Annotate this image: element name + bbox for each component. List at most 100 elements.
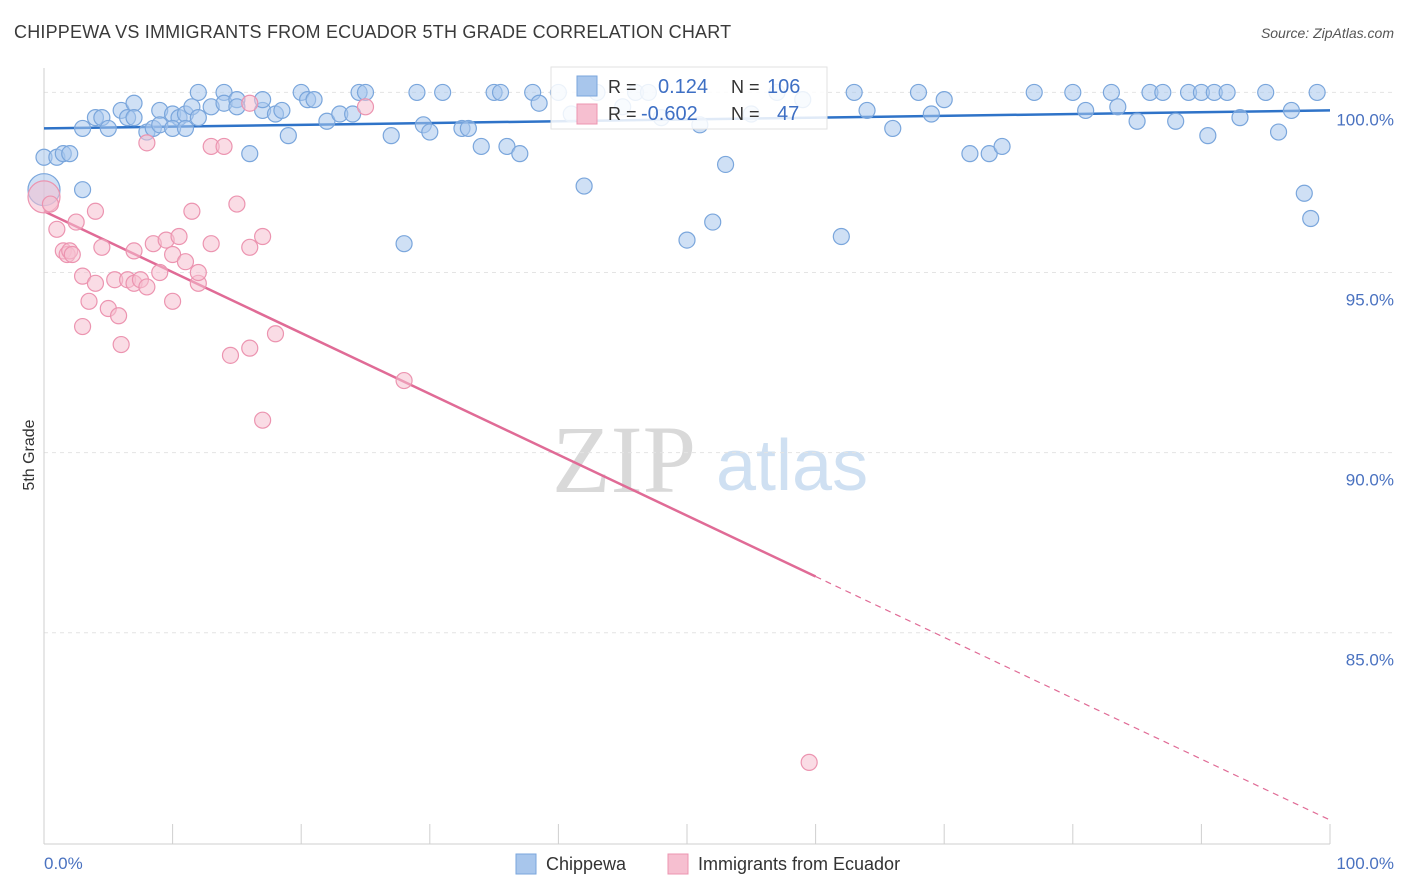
point-chippewa — [421, 123, 439, 141]
point-ecuador — [266, 325, 285, 343]
point-chippewa — [1257, 83, 1275, 102]
point-chippewa — [845, 83, 863, 102]
point-chippewa — [993, 137, 1011, 156]
zipatlas-watermark: ZIP atlas — [552, 406, 868, 513]
point-ecuador — [151, 263, 169, 282]
point-ecuador — [215, 137, 233, 156]
point-ecuador — [241, 339, 259, 357]
point-chippewa — [1077, 101, 1095, 120]
point-chippewa — [1025, 83, 1043, 102]
watermark-zip: ZIP — [552, 406, 696, 513]
point-chippewa — [472, 137, 490, 156]
point-chippewa — [832, 227, 850, 246]
point-ecuador — [86, 274, 105, 292]
point-ecuador — [93, 238, 111, 256]
point-chippewa — [241, 145, 259, 163]
point-chippewa — [980, 145, 998, 163]
point-ecuador — [164, 292, 182, 310]
point-chippewa — [1154, 83, 1172, 102]
point-chippewa — [1109, 98, 1127, 116]
point-chippewa — [935, 91, 953, 109]
chart-source: Source: ZipAtlas.com — [1261, 25, 1394, 41]
legend-label-ecuador: Immigrants from Ecuador — [698, 854, 900, 874]
stats-legend-box: R = 0.124 N = 106 R = -0.602 N = 47 — [550, 66, 828, 130]
chart-title: CHIPPEWA VS IMMIGRANTS FROM ECUADOR 5TH … — [14, 22, 731, 42]
point-ecuador — [48, 220, 66, 238]
y-tick-label: 85.0% — [1346, 651, 1394, 670]
point-ecuador — [112, 335, 130, 354]
point-chippewa — [318, 112, 336, 130]
point-ecuador — [189, 263, 207, 282]
stats-n-value-ecuador: 47 — [777, 103, 799, 125]
point-chippewa — [1064, 83, 1082, 102]
point-ecuador — [183, 202, 201, 220]
y-tick-label: 100.0% — [1336, 110, 1394, 129]
x-tick-label: 100.0% — [1336, 854, 1394, 873]
point-chippewa — [408, 83, 426, 102]
y-tick-label: 95.0% — [1346, 291, 1394, 310]
point-ecuador — [164, 245, 182, 264]
point-ecuador — [202, 235, 220, 253]
point-chippewa — [678, 231, 696, 249]
stats-n-label-chippewa: N = — [731, 77, 760, 97]
point-chippewa — [498, 137, 516, 156]
tick-labels: 100.0% 95.0% 90.0% 85.0% 0.0% 100.0% — [44, 110, 1394, 873]
point-chippewa — [858, 101, 876, 120]
point-chippewa — [1295, 184, 1313, 202]
point-ecuador — [221, 346, 240, 364]
point-chippewa — [575, 177, 593, 195]
point-ecuador — [254, 411, 272, 429]
point-ecuador — [125, 242, 143, 260]
point-ecuador — [395, 371, 413, 390]
point-chippewa — [884, 119, 902, 138]
point-chippewa — [434, 83, 452, 102]
point-ecuador — [356, 98, 375, 116]
stats-n-label-ecuador: N = — [731, 104, 760, 124]
point-ecuador — [170, 227, 188, 246]
point-chippewa — [382, 127, 400, 145]
point-ecuador — [176, 253, 195, 271]
point-chippewa — [459, 119, 477, 138]
trendline-ecuador — [43, 210, 817, 578]
stats-r-label-chippewa: R = — [608, 77, 637, 97]
legend-swatch-ecuador — [667, 853, 689, 875]
point-chippewa — [1102, 83, 1120, 102]
point-chippewa — [1128, 112, 1146, 130]
point-chippewa — [530, 94, 548, 112]
point-chippewa — [99, 119, 117, 138]
trendline-ecuador-extension — [815, 575, 1331, 821]
point-chippewa — [961, 145, 979, 163]
stats-r-label-ecuador: R = — [608, 104, 637, 124]
point-chippewa — [125, 109, 143, 127]
point-chippewa — [73, 181, 92, 199]
bottom-legend: Chippewa Immigrants from Ecuador — [515, 853, 900, 875]
point-ecuador — [73, 267, 92, 285]
watermark-atlas: atlas — [716, 426, 868, 506]
point-ecuador — [67, 213, 85, 231]
point-ecuador — [138, 134, 156, 152]
point-chippewa — [344, 105, 362, 123]
point-chippewa — [73, 119, 92, 138]
x-tick-label: 0.0% — [44, 854, 83, 873]
point-chippewa — [909, 83, 928, 102]
point-ecuador — [254, 227, 272, 246]
point-ecuador — [63, 245, 81, 264]
point-ecuador — [241, 94, 259, 112]
axes — [43, 68, 1331, 845]
point-chippewa — [125, 94, 143, 112]
stats-r-value-ecuador: -0.602 — [641, 103, 698, 125]
legend-label-chippewa: Chippewa — [546, 854, 627, 874]
point-chippewa — [1199, 127, 1217, 145]
point-chippewa — [511, 145, 529, 163]
point-chippewa — [189, 109, 207, 127]
point-chippewa — [395, 235, 413, 253]
point-chippewa — [356, 83, 375, 102]
point-ecuador — [800, 753, 818, 771]
stats-n-value-chippewa: 106 — [767, 76, 800, 98]
point-chippewa — [922, 105, 940, 123]
y-tick-label: 90.0% — [1346, 471, 1394, 490]
point-ecuador — [80, 292, 98, 310]
stats-swatch-ecuador — [576, 103, 598, 125]
point-chippewa — [1308, 83, 1326, 102]
